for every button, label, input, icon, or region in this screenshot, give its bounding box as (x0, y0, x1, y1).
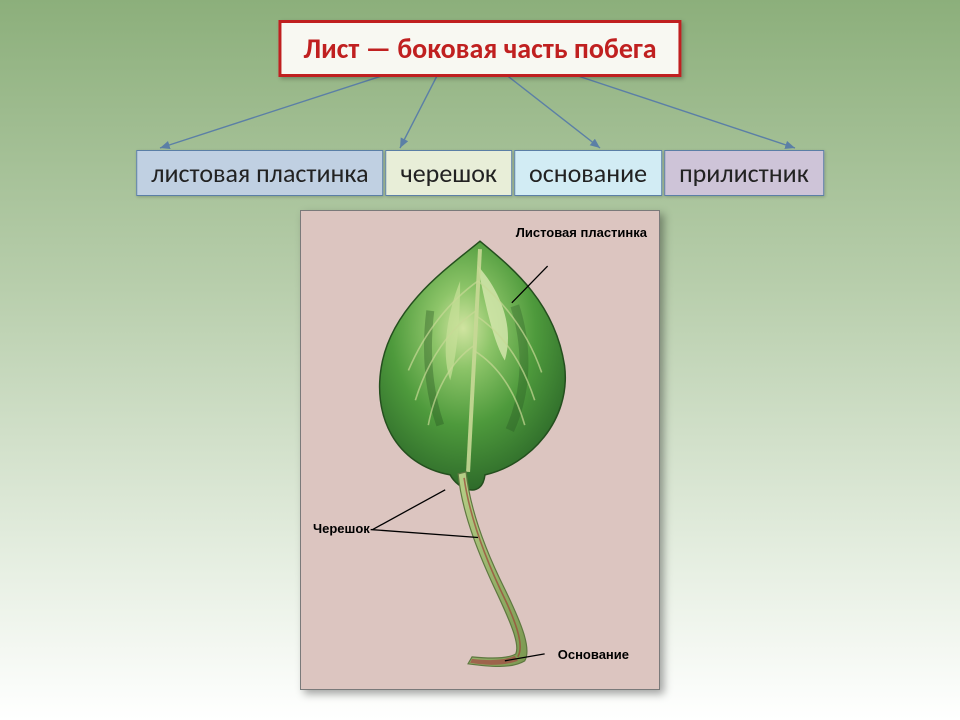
part-label: прилистник (679, 157, 809, 189)
leaf-diagram: Листовая пластинка Черешок Основание (300, 210, 660, 690)
part-box-petiole: черешок (386, 150, 512, 196)
part-box-blade: листовая пластинка (136, 150, 383, 196)
label-petiole: Черешок (313, 521, 370, 536)
label-base: Основание (558, 647, 629, 662)
part-box-base: основание (514, 150, 662, 196)
part-label: черешок (401, 157, 497, 189)
label-blade: Листовая пластинка (516, 225, 647, 240)
part-label: листовая пластинка (151, 157, 368, 189)
parts-row: листовая пластинка черешок основание при… (136, 150, 824, 196)
part-box-stipule: прилистник (664, 150, 824, 196)
part-label: основание (529, 157, 647, 189)
title-text: Лист — боковая часть побега (303, 31, 656, 66)
title-box: Лист — боковая часть побега (278, 20, 681, 77)
leaf-svg (301, 211, 659, 689)
